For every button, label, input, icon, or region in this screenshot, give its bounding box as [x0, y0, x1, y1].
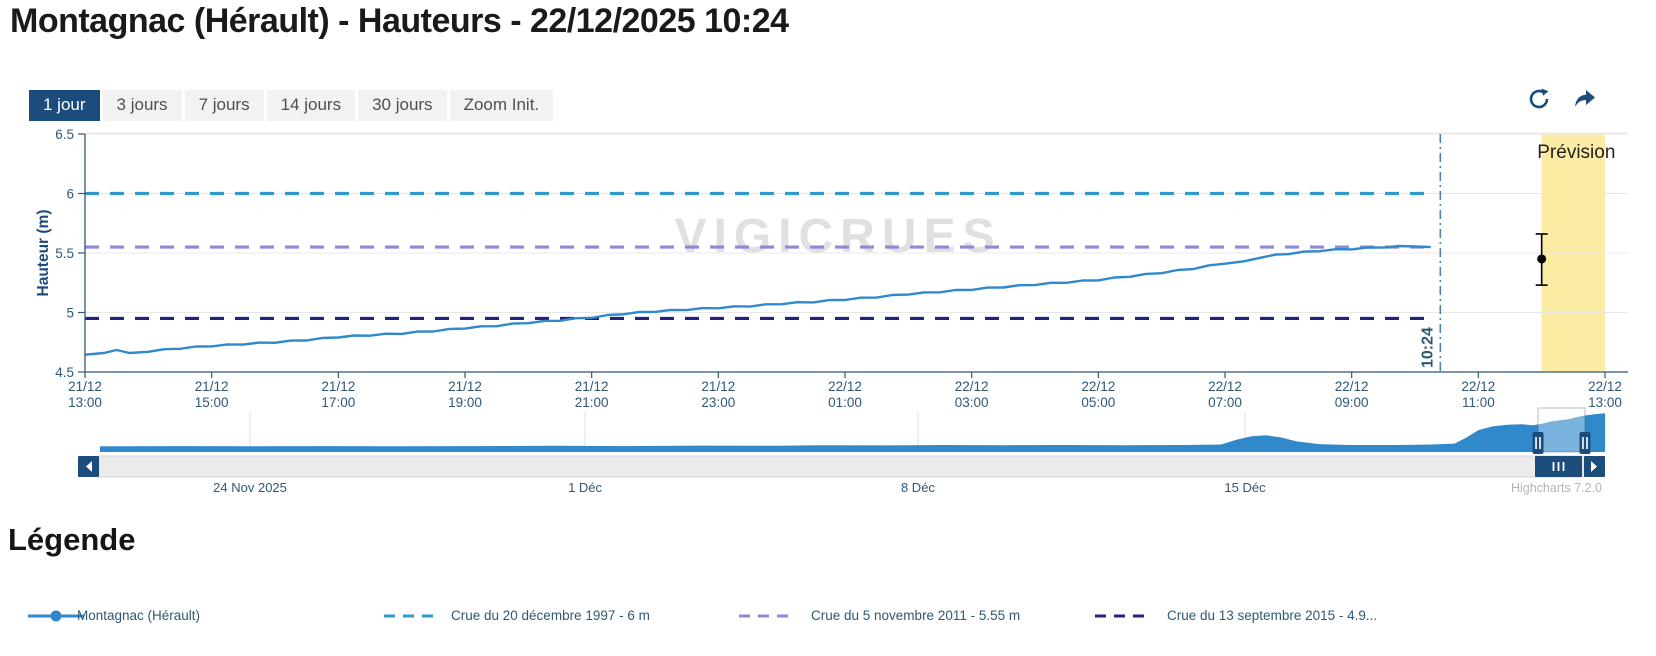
legend-label: Crue du 13 septembre 2015 - 4.9... — [1167, 608, 1378, 623]
x-tick-label-time: 01:00 — [828, 395, 862, 410]
legend: Montagnac (Hérault) Crue du 20 décembre 1… — [0, 608, 1656, 638]
range-button-1[interactable]: 1 jour — [29, 90, 100, 121]
x-tick-label-date: 22/12 — [1588, 379, 1622, 394]
x-tick-label-date: 21/12 — [68, 379, 102, 394]
legend-item-4[interactable]: Crue du 13 septembre 2015 - 4.9... — [1094, 608, 1377, 623]
navigator-area — [100, 413, 1605, 452]
x-tick-label-date: 21/12 — [448, 379, 482, 394]
legend-item-1[interactable]: Montagnac (Hérault) — [27, 608, 200, 623]
range-button-2[interactable]: 3 jours — [102, 90, 182, 121]
x-tick-label-date: 22/12 — [1335, 379, 1369, 394]
y-tick-label: 4.5 — [55, 365, 74, 380]
x-tick-label-time: 21:00 — [575, 395, 609, 410]
scrollbar-track[interactable] — [98, 455, 1584, 478]
legend-label: Montagnac (Hérault) — [77, 608, 201, 623]
y-tick-label: 5 — [66, 306, 74, 321]
refresh-button[interactable] — [1524, 84, 1554, 114]
scrollbar-thumb[interactable] — [1535, 456, 1582, 477]
forecast-zone-label: Prévision — [1537, 142, 1615, 163]
scrollbar-left-button[interactable] — [78, 456, 99, 477]
y-tick-label: 6 — [66, 187, 74, 202]
range-buttons: 1 jour 3 jours 7 jours 14 jours 30 jours Zoom… — [29, 90, 554, 121]
navigator-date-label: 8 Déc — [901, 480, 935, 495]
navigator-handle-right[interactable] — [1579, 432, 1591, 454]
refresh-icon — [1529, 88, 1549, 109]
x-tick-label-date: 22/12 — [1081, 379, 1115, 394]
series-line-swatch — [28, 610, 84, 621]
highcharts-credits: Highcharts 7.2.0 — [1511, 481, 1602, 495]
x-tick-label-date: 21/12 — [321, 379, 355, 394]
share-icon — [1575, 90, 1595, 107]
x-tick-label-date: 22/12 — [955, 379, 989, 394]
page-title: Montagnac (Hérault) - Hauteurs - 22/12/2… — [10, 2, 789, 40]
range-button-5[interactable]: 30 jours — [358, 90, 447, 121]
legend-label: Crue du 5 novembre 2011 - 5.55 m — [811, 608, 1021, 623]
x-tick-label-time: 07:00 — [1208, 395, 1242, 410]
y-tick-label: 6.5 — [55, 127, 74, 142]
chart: VIGICRUES10:24Prévision21/1213:0021/1215… — [35, 127, 1628, 495]
current-time-label: 10:24 — [1419, 327, 1436, 368]
forecast-point — [1537, 254, 1547, 264]
legend-item-2[interactable]: Crue du 20 décembre 1997 - 6 m — [383, 608, 650, 623]
x-tick-label-time: 11:00 — [1462, 395, 1495, 410]
range-button-4[interactable]: 14 jours — [266, 90, 356, 121]
dashed-line-swatch — [739, 614, 795, 617]
x-tick-label-time: 03:00 — [955, 395, 989, 410]
x-tick-label-time: 23:00 — [701, 395, 735, 410]
legend-label: Crue du 20 décembre 1997 - 6 m — [451, 608, 650, 623]
navigator-window[interactable] — [1537, 407, 1586, 453]
observation-line — [84, 244, 1431, 356]
scroll-left-arrow-icon — [86, 461, 92, 472]
navigator-date-label: 24 Nov 2025 — [213, 480, 287, 495]
legend-heading: Légende — [8, 522, 136, 557]
y-tick-label: 5.5 — [55, 246, 74, 261]
x-tick-label-time: 13:00 — [1588, 395, 1622, 410]
x-tick-label-date: 21/12 — [195, 379, 229, 394]
x-tick-label-time: 17:00 — [321, 395, 355, 410]
x-tick-label-date: 21/12 — [575, 379, 609, 394]
share-button[interactable] — [1570, 84, 1600, 114]
series-marker — [50, 610, 62, 621]
scrollbar-right-button[interactable] — [1584, 456, 1605, 477]
forecast-band — [1541, 134, 1605, 372]
x-tick-label-date: 21/12 — [701, 379, 735, 394]
chart-icons — [1524, 84, 1600, 114]
dashed-line-swatch — [384, 614, 440, 617]
navigator-handle-left[interactable] — [1532, 432, 1544, 454]
x-tick-label-time: 05:00 — [1081, 395, 1115, 410]
x-tick-label-time: 13:00 — [68, 395, 102, 410]
x-tick-label-time: 15:00 — [195, 395, 229, 410]
scroll-right-arrow-icon — [1591, 461, 1597, 472]
x-tick-label-date: 22/12 — [828, 379, 862, 394]
watermark: VIGICRUES — [674, 210, 1001, 263]
legend-item-3[interactable]: Crue du 5 novembre 2011 - 5.55 m — [738, 608, 1020, 623]
range-button-6[interactable]: Zoom Init. — [449, 90, 554, 121]
dashed-line-swatch — [1095, 614, 1151, 617]
x-tick-label-time: 09:00 — [1335, 395, 1369, 410]
navigator-date-label: 15 Déc — [1224, 480, 1266, 495]
y-axis-title: Hauteur (m) — [35, 210, 52, 297]
range-button-3[interactable]: 7 jours — [184, 90, 264, 121]
navigator-date-label: 1 Déc — [568, 480, 602, 495]
x-tick-label-time: 19:00 — [448, 395, 482, 410]
x-tick-label-date: 22/12 — [1208, 379, 1242, 394]
x-tick-label-date: 22/12 — [1461, 379, 1495, 394]
